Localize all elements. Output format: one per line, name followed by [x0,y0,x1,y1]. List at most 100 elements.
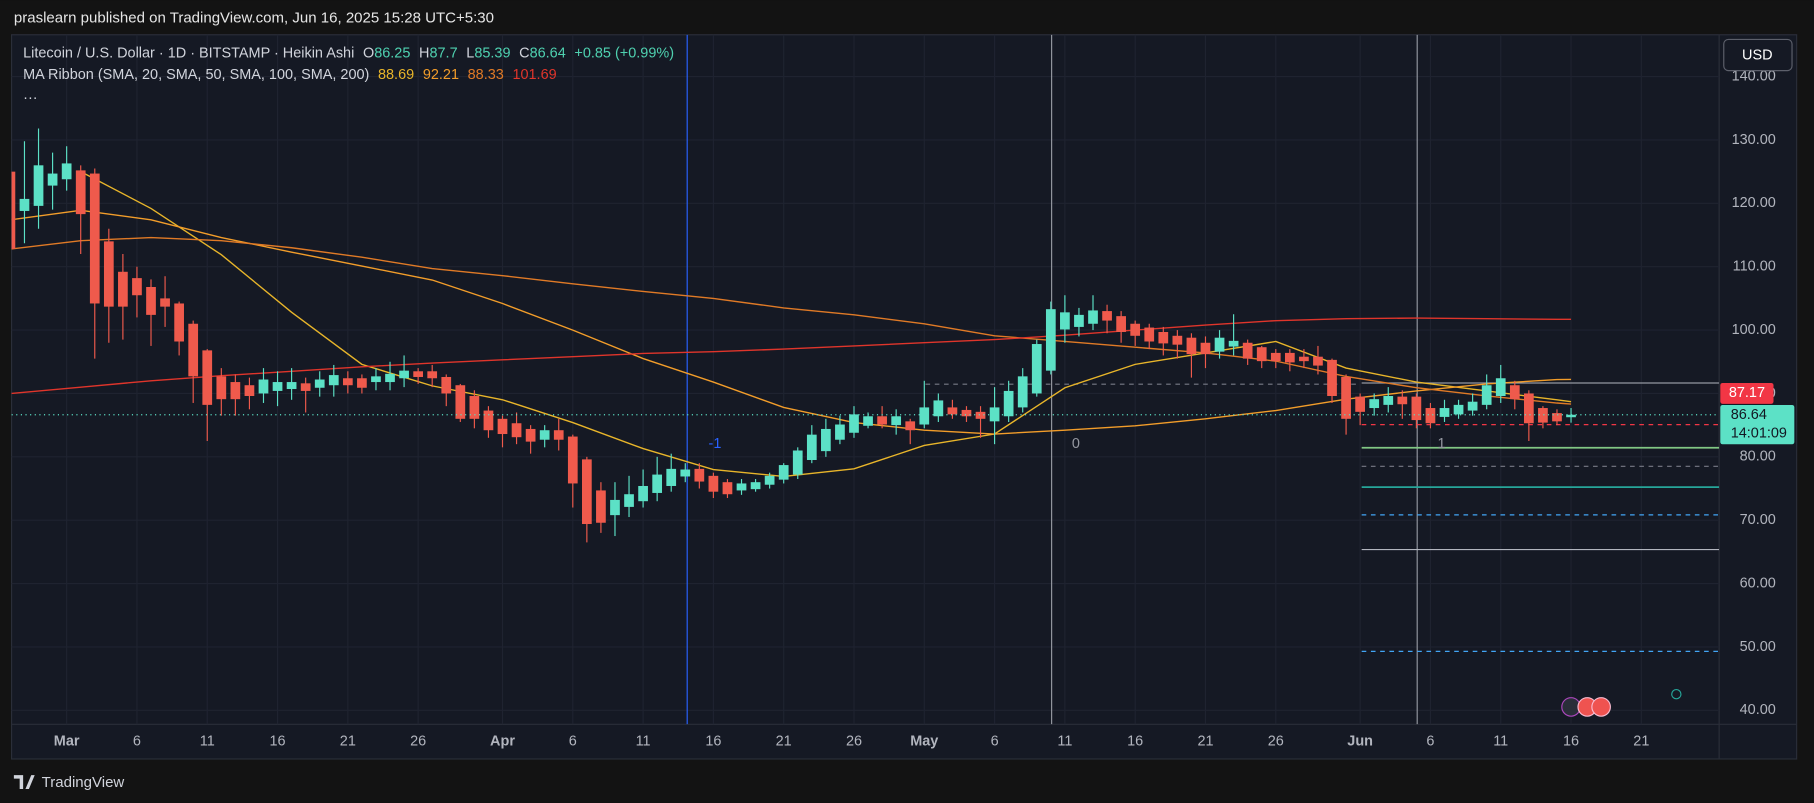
candle-body [1495,378,1506,396]
x-tick-label: 6 [133,733,141,749]
candle-body [11,171,16,249]
candle-body [849,414,859,433]
x-tick-label: 6 [991,733,999,749]
x-tick-label: 21 [1633,733,1649,749]
marker-label: -1 [709,436,722,452]
symbol-legend: Litecoin / U.S. Dollar · 1D · BITSTAMP ·… [23,45,674,61]
candle-body [1566,414,1576,418]
candle-body [835,424,845,440]
candle-body [638,485,648,502]
ma-line [11,317,1572,395]
candle-body [230,382,241,400]
candle-body [300,383,311,391]
candle-body [975,411,986,419]
publisher: praslearn published on TradingView.com, … [14,10,494,27]
candle-body [680,469,691,477]
candle-body [1130,323,1141,336]
candle-body [314,379,325,388]
candle-body [1299,356,1309,362]
candle-body [497,418,508,435]
countdown: 14:01:09 [1731,426,1787,442]
candle-body [413,371,424,377]
x-tick-label: 26 [1268,733,1284,749]
ma-line [11,236,1572,405]
x-tick-label: 21 [776,733,792,749]
candle-body [1538,408,1548,423]
candle-body [624,494,634,507]
candle-body [371,376,381,383]
x-tick-label: 16 [1127,733,1143,749]
y-tick-label: 140.00 [1732,68,1776,84]
x-tick-label: Apr [490,733,515,749]
candle-body [1383,395,1394,405]
ohlc-key: L [466,45,474,61]
ohlc-key: H [419,45,429,61]
candle-body [708,475,719,492]
x-tick-label: 16 [270,733,286,749]
more-button[interactable]: ··· [23,90,37,106]
candle-body [146,286,156,315]
ma-value: 88.33 [468,67,504,83]
candle-body [1031,344,1042,394]
candle-body [722,482,733,495]
candle-body [905,421,916,431]
candle-body [1060,312,1070,330]
candle-body [1509,385,1520,400]
y-tick-label: 80.00 [1740,449,1776,465]
ma-title: MA Ribbon (SMA, 20, SMA, 50, SMA, 100, S… [23,67,369,83]
candle-body [764,475,775,485]
candle-body [750,482,761,490]
candle-body [1242,342,1253,359]
candle-body [1088,310,1098,324]
candle-body [202,350,213,405]
candle-body [1453,404,1464,415]
candle-body [1256,347,1267,362]
candle-body [328,375,339,386]
candle-body [1074,314,1084,327]
candle-body [1045,309,1056,371]
candle-body [19,198,30,211]
candle-body [1397,396,1408,405]
candle-body [357,378,367,388]
candle-body [736,483,747,491]
candle-body [877,416,887,425]
y-tick-label: 60.00 [1740,575,1776,591]
candle-body [1200,342,1211,355]
candle-body [1481,385,1492,405]
ma-value: 88.69 [378,67,414,83]
x-tick-label: 21 [340,733,356,749]
candle-body [118,271,128,307]
x-tick-label: 11 [1493,733,1508,749]
session-icon [1671,688,1682,700]
event-icons[interactable] [1561,688,1682,717]
candle-body [483,410,494,431]
candle-body [511,423,522,438]
candle-body [272,382,283,391]
candle-body [1003,390,1014,417]
y-tick-label: 120.00 [1732,195,1776,211]
footer-brand: TradingView [42,774,125,791]
candle-body [1228,340,1239,347]
x-tick-label: 21 [1197,733,1213,749]
candle-body [652,474,663,493]
candle-body [188,323,199,377]
candle-body [103,241,114,307]
candle-body [1523,393,1534,424]
candle-body [989,407,1000,422]
candle-body [160,298,170,307]
currency-button[interactable] [1723,38,1793,72]
candle-body [1369,399,1380,409]
candle-body [1116,316,1126,332]
event-icon[interactable] [1591,697,1611,717]
candle-body [947,407,958,415]
candle-body [89,173,100,304]
candle-body [1017,376,1028,408]
candle-body [342,378,353,386]
footer-logo [13,775,35,790]
candle-body [694,468,705,482]
x-tick-label: Jun [1347,733,1373,749]
candle-body [75,170,86,215]
ma-line [80,171,1572,478]
candle-body [821,428,831,452]
